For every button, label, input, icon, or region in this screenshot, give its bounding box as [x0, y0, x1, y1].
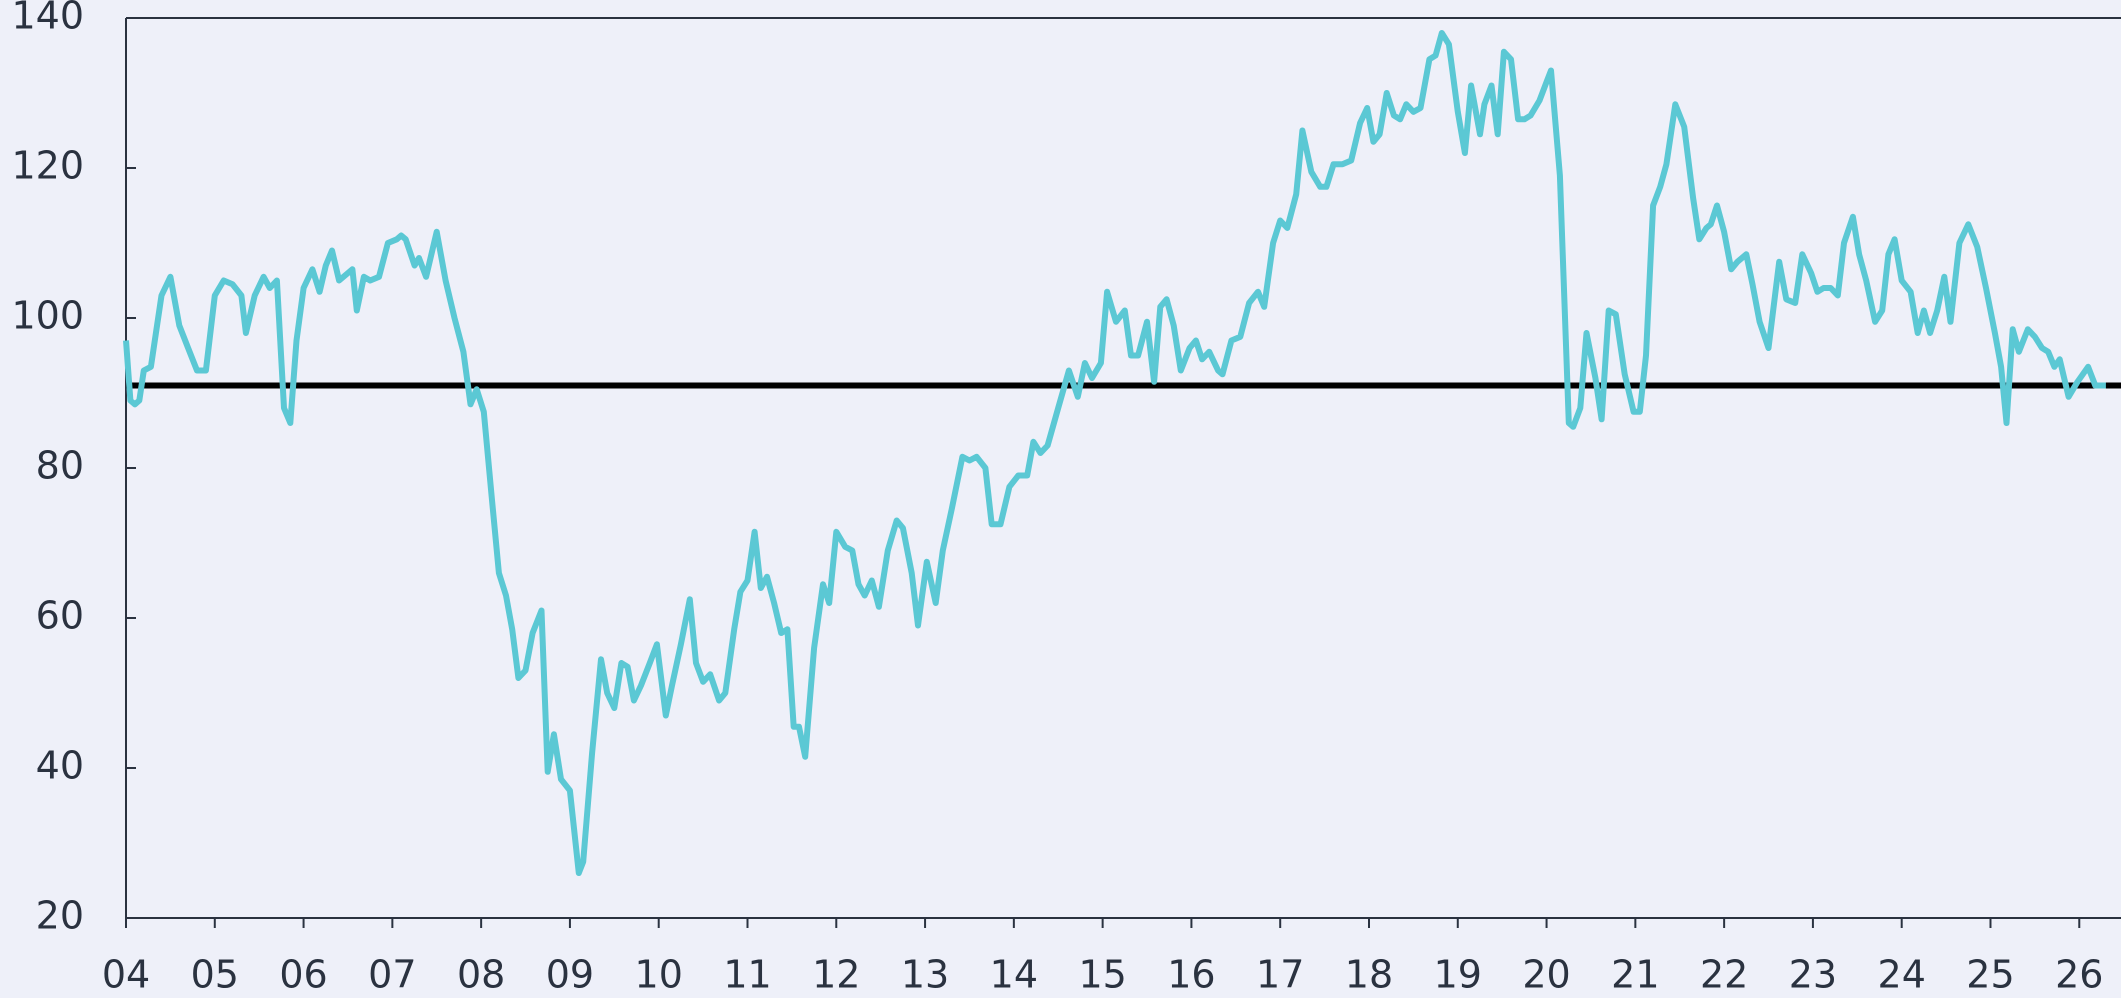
y-tick-label: 140: [11, 0, 84, 38]
x-tick-label: 24: [1878, 953, 1926, 997]
x-tick-label: 05: [191, 953, 239, 997]
series-line: [123, 30, 2106, 876]
x-tick-label: 14: [990, 953, 1038, 997]
x-tick-label: 13: [901, 953, 949, 997]
x-tick-label: 16: [1167, 953, 1215, 997]
x-tick-label: 06: [279, 953, 327, 997]
x-tick-label: 04: [102, 953, 150, 997]
x-tick-label: 19: [1434, 953, 1482, 997]
x-tick-label: 07: [368, 953, 416, 997]
x-tick-label: 10: [635, 953, 683, 997]
y-tick-label: 120: [11, 144, 84, 188]
y-tick-label: 20: [36, 894, 84, 938]
x-tick-label: 09: [546, 953, 594, 997]
y-tick-label: 80: [36, 444, 84, 488]
y-tick-label: 60: [36, 594, 84, 638]
x-tick-label: 15: [1078, 953, 1126, 997]
x-tick-label: 18: [1345, 953, 1393, 997]
x-tick-label: 08: [457, 953, 505, 997]
x-tick-label: 17: [1256, 953, 1304, 997]
x-tick-label: 26: [2055, 953, 2103, 997]
x-tick-label: 23: [1789, 953, 1837, 997]
x-tick-label: 20: [1522, 953, 1570, 997]
x-tick-label: 21: [1611, 953, 1659, 997]
x-tick-label: 12: [812, 953, 860, 997]
y-tick-label: 100: [11, 294, 84, 338]
x-tick-label: 22: [1700, 953, 1748, 997]
x-tick-label: 25: [1966, 953, 2014, 997]
y-tick-label: 40: [36, 744, 84, 788]
x-tick-label: 11: [723, 953, 771, 997]
